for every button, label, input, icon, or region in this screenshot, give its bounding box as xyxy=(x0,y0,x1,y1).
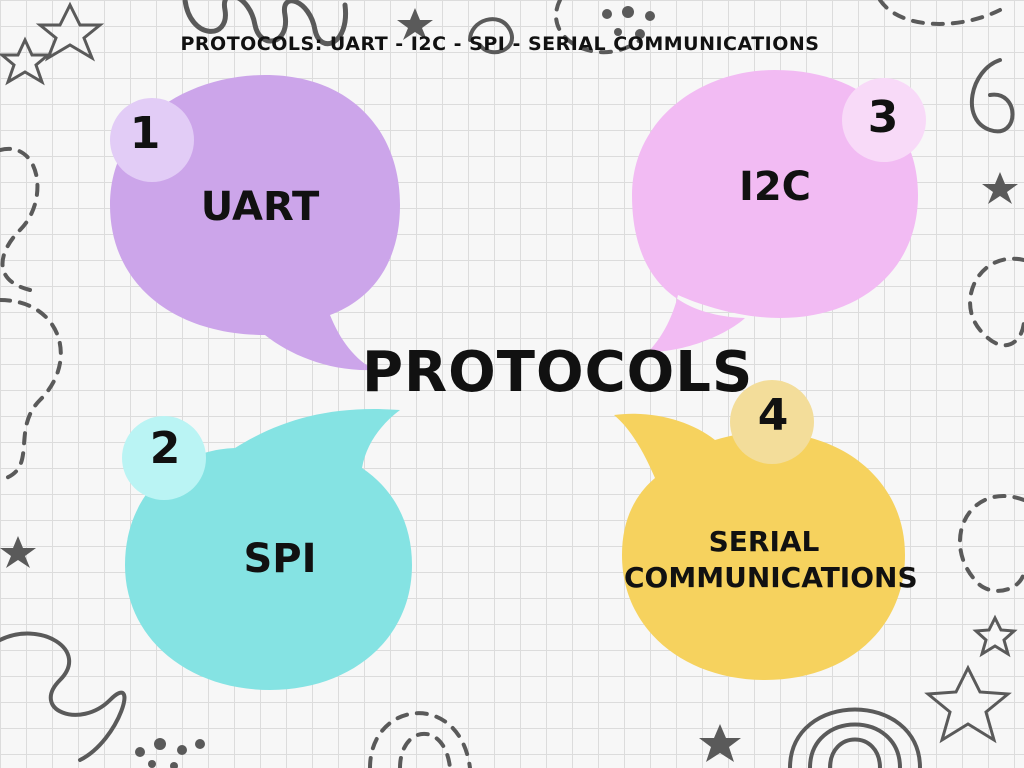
header-title: PROTOCOLS: UART - I2C - SPI - SERIAL COM… xyxy=(180,33,820,55)
bubble-serial-shape xyxy=(614,413,905,680)
bubble-number-2: 2 xyxy=(149,423,181,474)
bubble-label-i2c: I2C xyxy=(738,164,812,210)
bubble-serial xyxy=(614,380,905,680)
bubble-uart xyxy=(110,75,400,371)
dashed-arc-doodle-bottom-inner xyxy=(398,731,452,768)
center-title: PROTOCOLS xyxy=(362,340,754,405)
rainbow-doodle-bottom xyxy=(788,707,922,768)
dashed-loop-doodle-right xyxy=(968,256,1024,348)
dot-doodle xyxy=(602,9,612,19)
dashed-curve-doodle-left xyxy=(0,298,63,482)
bubble-number-1: 1 xyxy=(129,108,161,159)
star-doodle-filled-bottom xyxy=(699,724,741,762)
loop-doodle-right xyxy=(970,58,1015,134)
bubble-uart-badge xyxy=(110,98,194,182)
dashed-arc-doodle-bottom xyxy=(368,711,472,768)
dashed-arc-doodle-top-right xyxy=(554,0,642,55)
bubble-spi xyxy=(122,409,412,690)
star-doodle-filled-right xyxy=(982,172,1018,204)
bubble-serial-badge xyxy=(730,380,814,464)
bubble-i2c xyxy=(632,70,926,352)
bubble-i2c-badge xyxy=(842,78,926,162)
bubble-label-uart: UART xyxy=(200,184,320,230)
star-doodle-bottom-right xyxy=(924,664,1012,744)
star-doodle-filled-top xyxy=(397,8,433,40)
bubble-number-3: 3 xyxy=(867,92,899,143)
dashed-arc-doodle-right-top xyxy=(878,0,1002,26)
star-doodle-top-left xyxy=(35,1,105,62)
bubble-label-serial: SERIAL COMMUNICATIONS xyxy=(624,525,918,594)
dashed-loop-doodle-left xyxy=(0,146,40,292)
star-doodle-filled-left xyxy=(0,536,36,568)
bubble-label-spi: SPI xyxy=(243,536,317,582)
spiral-doodle-top xyxy=(468,17,514,55)
scribble-doodle-top xyxy=(182,0,349,47)
bubble-i2c-shape xyxy=(632,70,918,352)
star-doodle-right-small xyxy=(972,614,1018,658)
scribble-doodle-bottom-left xyxy=(0,631,127,762)
star-doodle-left xyxy=(0,36,53,86)
bubble-number-4: 4 xyxy=(757,390,789,441)
bubble-spi-badge xyxy=(122,416,206,500)
